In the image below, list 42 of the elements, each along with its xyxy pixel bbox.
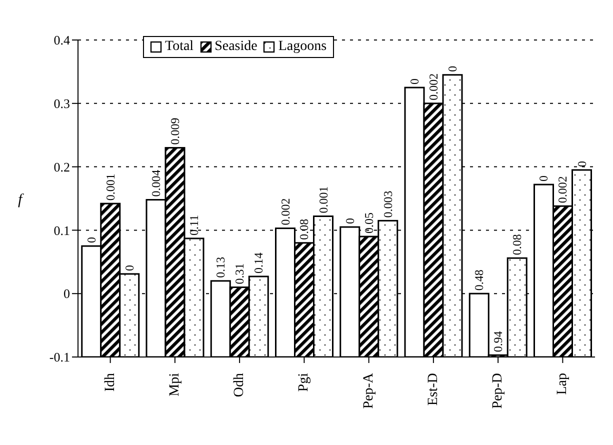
x-tick-label: Idh: [102, 373, 118, 392]
annotation: 0.002: [556, 176, 570, 204]
annotation: 0: [446, 66, 460, 72]
annotation: 0.14: [252, 252, 266, 274]
y-tick-label: 0.1: [54, 222, 70, 238]
annotation: 0.31: [232, 263, 247, 284]
x-tick-label: Est-D: [426, 373, 441, 406]
legend-label: Seaside: [214, 39, 258, 55]
annotation: 0: [536, 176, 551, 182]
annotation: 0.08: [297, 218, 312, 240]
annotation: 0.003: [380, 190, 395, 218]
annotation: 0.48: [472, 270, 486, 291]
legend-label: Total: [164, 39, 194, 55]
annotation: 0.002: [426, 73, 441, 100]
annotation: 0: [122, 264, 136, 271]
y-axis-title: f: [18, 192, 24, 208]
x-tick-label: Pep-A: [361, 372, 376, 409]
annotation: 0: [574, 160, 589, 167]
y-tick-label: -0.1: [49, 350, 70, 365]
annotation: 0: [408, 78, 422, 85]
legend-label: Lagoons: [277, 39, 327, 55]
y-tick-label: 0.2: [54, 159, 70, 174]
annotation: 0.13: [214, 256, 228, 278]
x-tick-label: Lap: [555, 373, 570, 395]
x-tick-label: Mpi: [167, 372, 182, 396]
annotation: 0.05: [362, 212, 376, 234]
x-tick-label: Odh: [232, 373, 248, 398]
annotation: 0.94: [491, 331, 506, 352]
annotation: 0.009: [168, 118, 182, 145]
annotation: 0.08: [510, 234, 524, 256]
annotation: 0.004: [149, 170, 164, 197]
y-tick-label: 0.4: [54, 32, 70, 48]
y-tick-label: 0: [64, 286, 70, 302]
annotation: 0: [84, 237, 98, 244]
annotation: 0.11: [187, 214, 202, 236]
y-tick-label: 0.3: [54, 96, 70, 112]
x-tick-label: Pep-D: [490, 373, 506, 409]
annotation: 0: [342, 218, 357, 224]
x-tick-label: Pgi: [296, 372, 312, 392]
annotation: 0.001: [316, 186, 330, 214]
annotation: 0.002: [278, 198, 292, 226]
annotation: 0.001: [103, 174, 118, 201]
